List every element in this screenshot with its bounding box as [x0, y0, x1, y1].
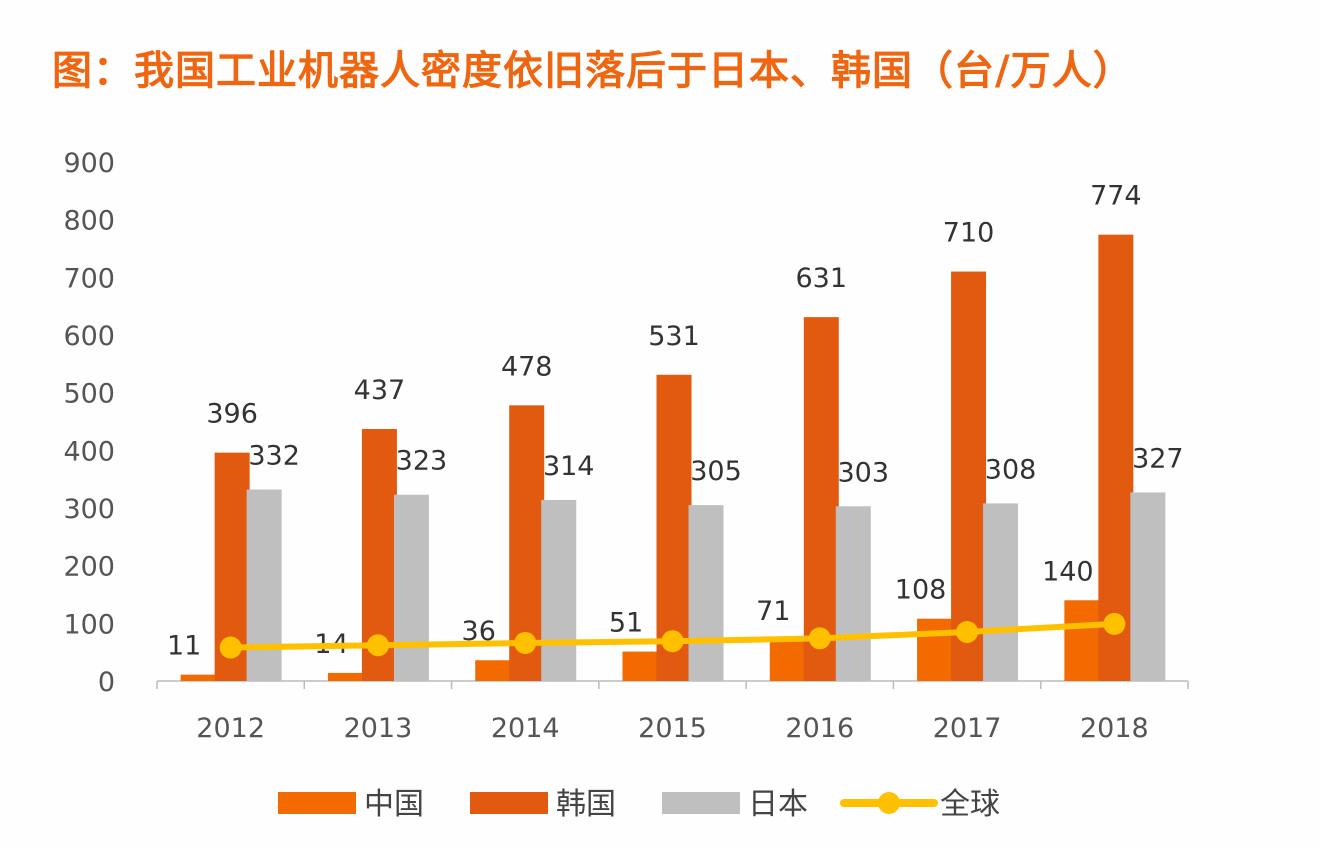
y-tick-label: 700	[63, 263, 115, 294]
data-label: 303	[838, 457, 890, 488]
legend-swatch	[662, 792, 740, 814]
x-tick-label: 2018	[1080, 713, 1149, 744]
y-tick-label: 100	[63, 609, 115, 640]
data-label: 323	[396, 446, 448, 477]
chart-title: 图：我国工业机器人密度依旧落后于日本、韩国（台/万人）	[52, 48, 1134, 94]
bar-日本	[541, 499, 577, 681]
legend-marker	[878, 792, 900, 814]
line-point	[1103, 612, 1126, 635]
x-tick-label: 2014	[491, 713, 560, 744]
bar-日本	[835, 506, 871, 681]
x-tick-label: 2013	[344, 713, 413, 744]
data-label: 308	[985, 454, 1037, 485]
legend-swatch	[470, 792, 548, 814]
data-label: 108	[895, 575, 947, 606]
data-label: 305	[690, 456, 742, 487]
data-label: 774	[1090, 181, 1142, 212]
data-label: 531	[648, 321, 700, 352]
data-label: 11	[167, 631, 201, 662]
line-point	[366, 634, 389, 657]
legend-label: 韩国	[556, 787, 616, 822]
bar-中国	[327, 672, 363, 681]
bar-中国	[180, 674, 216, 681]
bar-韩国	[1098, 234, 1134, 681]
data-label: 140	[1042, 556, 1094, 587]
data-label: 314	[543, 451, 595, 482]
y-tick-label: 500	[63, 379, 115, 410]
bar-中国	[917, 618, 953, 681]
data-label: 710	[943, 218, 995, 249]
bar-韩国	[803, 317, 839, 681]
bar-日本	[1130, 492, 1166, 681]
bar-日本	[393, 494, 429, 681]
x-tick-label: 2012	[196, 713, 265, 744]
legend-label: 全球	[940, 787, 1000, 822]
data-label: 51	[609, 608, 643, 639]
bar-中国	[769, 640, 805, 681]
legend-label: 日本	[748, 787, 808, 822]
y-tick-label: 0	[98, 667, 115, 698]
data-label: 327	[1132, 443, 1184, 474]
legend-label: 中国	[364, 787, 424, 822]
bar-韩国	[951, 271, 987, 681]
y-tick-label: 600	[63, 321, 115, 352]
y-tick-label: 800	[63, 206, 115, 237]
bar-中国	[475, 660, 511, 681]
data-label: 631	[796, 263, 848, 294]
x-tick-label: 2017	[933, 713, 1002, 744]
line-point	[219, 636, 242, 659]
bar-日本	[983, 503, 1019, 681]
data-label: 71	[756, 596, 790, 627]
bar-中国	[1064, 600, 1100, 681]
bar-日本	[688, 505, 724, 681]
bar-日本	[246, 489, 282, 681]
y-tick-label: 200	[63, 552, 115, 583]
bar-韩国	[656, 374, 692, 681]
data-label: 396	[206, 399, 258, 430]
line-point	[661, 630, 684, 653]
x-tick-label: 2015	[638, 713, 707, 744]
legend-swatch	[278, 792, 356, 814]
y-tick-label: 400	[63, 436, 115, 467]
line-point	[514, 631, 537, 654]
y-tick-label: 300	[63, 494, 115, 525]
bar-中国	[622, 651, 658, 681]
data-label: 332	[248, 441, 300, 472]
line-point	[956, 620, 979, 643]
data-label: 437	[354, 375, 406, 406]
x-tick-label: 2016	[785, 713, 854, 744]
data-label: 478	[501, 351, 553, 382]
line-point	[808, 627, 831, 650]
y-tick-label: 900	[63, 148, 115, 179]
